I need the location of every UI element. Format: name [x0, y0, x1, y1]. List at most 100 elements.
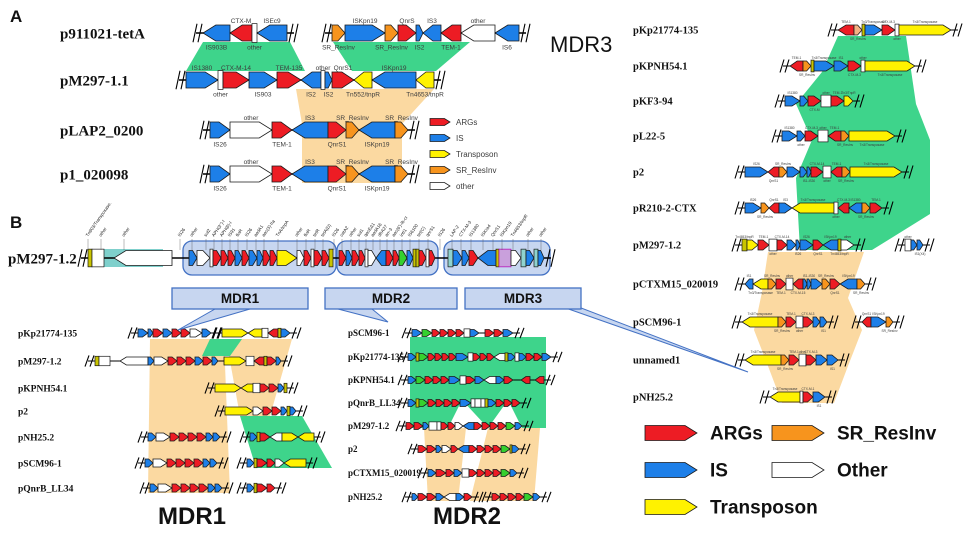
- gene-arg-gene: [473, 422, 483, 430]
- gene-arg-gene: [266, 356, 277, 366]
- gene-label: TEM-1: [272, 186, 292, 193]
- gene-arg-gene: [413, 422, 424, 430]
- rotated-gene-label: IS26: [177, 227, 187, 238]
- gene-arg-gene: [276, 71, 302, 89]
- gene-arg-gene: [439, 329, 449, 337]
- plasmid-track: [397, 397, 532, 409]
- plasmid-track: IS1 Tn3/Transposase SR_ResInv TEM-1 other CTX…: [734, 274, 877, 295]
- gene-transposon-gene: [353, 71, 373, 89]
- gene-other-gene: [840, 239, 855, 251]
- gene-other-box-gene: [894, 23, 900, 37]
- gene-label: other: [819, 126, 827, 130]
- gene-label: SR_ResInv: [853, 291, 870, 295]
- gene-label: TEM-1: [841, 20, 851, 24]
- gene-arg-gene: [768, 202, 780, 214]
- gene-arg-gene: [171, 483, 182, 493]
- legend-item-label: SR_ResInv: [837, 424, 937, 445]
- gene-arg-gene: [198, 483, 209, 493]
- rotated-gene-label: aadA1: [253, 224, 265, 238]
- sequence-break-slash: [297, 405, 303, 417]
- gene-label: other: [844, 235, 852, 239]
- gene-sr-resinv-gene: [802, 60, 812, 72]
- gene-transposon-sliver: [484, 398, 489, 408]
- gene-is-element: [744, 278, 754, 290]
- gene-arg-gene: [358, 250, 366, 266]
- sequence-break-slash: [734, 277, 740, 291]
- sequence-break-slash: [291, 327, 297, 339]
- panel-mdr1: pKp21774-135 pM297-1.2 pKPNH54.1 p2 pNH25.2 p…: [18, 327, 332, 530]
- gene-arg-gene: [497, 422, 507, 430]
- gene-other-box-gene: [252, 382, 261, 394]
- gene-other-gene: [113, 250, 173, 266]
- gene-sr-resinv-gene: [856, 278, 866, 290]
- gene-transposon-sliver: [253, 482, 258, 494]
- gene-other-box-gene: [461, 468, 470, 478]
- gene-label: IS2: [415, 45, 425, 52]
- gene-label: other: [796, 329, 804, 333]
- plasmid-name-label: pNH25.2: [633, 393, 673, 404]
- gene-integron-gene: [415, 376, 426, 384]
- gene-arg-gene: [847, 60, 862, 72]
- gene-is-element: [275, 356, 282, 366]
- gene-label: IS1380: [850, 198, 860, 202]
- gene-is-element: [744, 202, 762, 214]
- gene-arg-gene: [440, 24, 462, 42]
- sequence-break-slash: [908, 165, 914, 179]
- gene-other-gene: [274, 458, 285, 468]
- gene-other-gene: [460, 24, 496, 42]
- gene-other-box-gene: [795, 315, 804, 329]
- gene-is-element: [358, 165, 396, 183]
- sequence-break-slash: [422, 467, 428, 479]
- gene-arg-gene: [241, 250, 250, 266]
- gene-label: CTX-M: [809, 108, 819, 112]
- gene-is-element: [209, 165, 231, 183]
- sequence-break-slash: [774, 94, 780, 108]
- gene-is-element: [525, 250, 535, 266]
- gene-label: SR_ResInv: [336, 159, 370, 166]
- gene-other-box-gene: [467, 352, 474, 362]
- sequence-break-slash: [288, 382, 294, 394]
- sequence-break-slash: [929, 238, 935, 252]
- gene-arg-gene: [338, 250, 347, 266]
- sequence-break-slash: [473, 491, 479, 503]
- gene-is-element: [291, 165, 329, 183]
- gene-label: other: [893, 37, 901, 41]
- plasmid-track: IS1380 CTX-M other TEM-1 Tn3/TnpR: [774, 91, 865, 112]
- gene-arg-gene: [447, 329, 457, 337]
- plasmid-track: [395, 420, 534, 432]
- gene-arg-gene: [776, 239, 788, 251]
- gene-transposon-gene: [848, 130, 896, 142]
- gene-transposon-gene: [415, 71, 435, 89]
- gene-label: SR_ResInv: [385, 115, 419, 122]
- plasmid-name-label: pKPNH54.1: [633, 62, 688, 73]
- sequence-break-slash: [406, 491, 412, 503]
- gene-label: other: [244, 159, 260, 166]
- sequence-break-slash: [409, 120, 415, 140]
- gene-arg-gene: [441, 353, 450, 361]
- gene-sr-resinv-gene: [780, 354, 790, 366]
- gene-is-element: [144, 458, 154, 468]
- gene-is-element: [810, 278, 823, 290]
- gene-arg-gene: [202, 356, 213, 366]
- gene-arg-gene: [321, 250, 330, 266]
- sequence-break-slash: [326, 23, 332, 43]
- gene-teal-segment: [447, 248, 454, 268]
- gene-label: IS1: [747, 274, 752, 278]
- gene-arg-gene: [465, 376, 476, 384]
- gene-label: IS1-IS30: [803, 274, 816, 278]
- rotated-gene-label: floR: [235, 228, 244, 238]
- gene-label: Tn3/Transposase: [748, 291, 773, 295]
- gene-arg-gene: [804, 130, 819, 142]
- gene-arg-gene: [788, 354, 800, 366]
- gene-is-element: [256, 250, 264, 266]
- panel-b-letter: B: [10, 213, 22, 232]
- sequence-break-slash: [736, 315, 742, 329]
- sequence-break-slash: [899, 315, 905, 329]
- gene-transposon-sliver: [837, 238, 842, 252]
- gene-label: IS1: [839, 56, 844, 60]
- plasmid-name-label: pM297-1.2: [633, 241, 681, 252]
- sequence-break-slash: [223, 457, 229, 469]
- rotated-gene-label: IS26: [437, 227, 447, 238]
- plasmid-name-label: pKp21774-135: [18, 329, 77, 339]
- gene-arg-gene: [193, 458, 204, 468]
